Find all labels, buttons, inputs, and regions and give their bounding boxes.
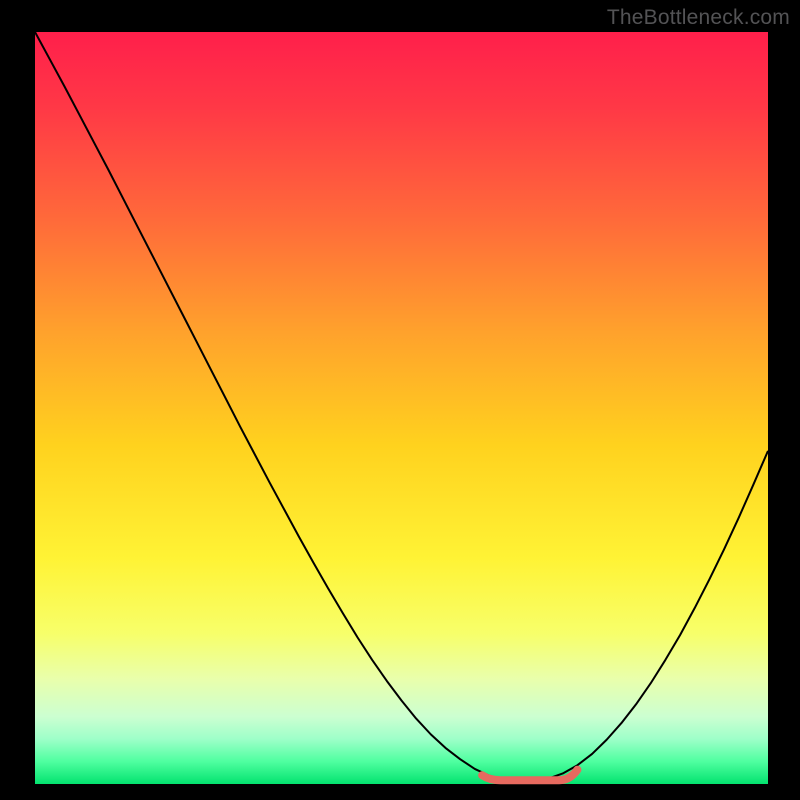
chart-svg [0,0,800,800]
bottleneck-chart: TheBottleneck.com [0,0,800,800]
watermark-text: TheBottleneck.com [607,6,790,30]
